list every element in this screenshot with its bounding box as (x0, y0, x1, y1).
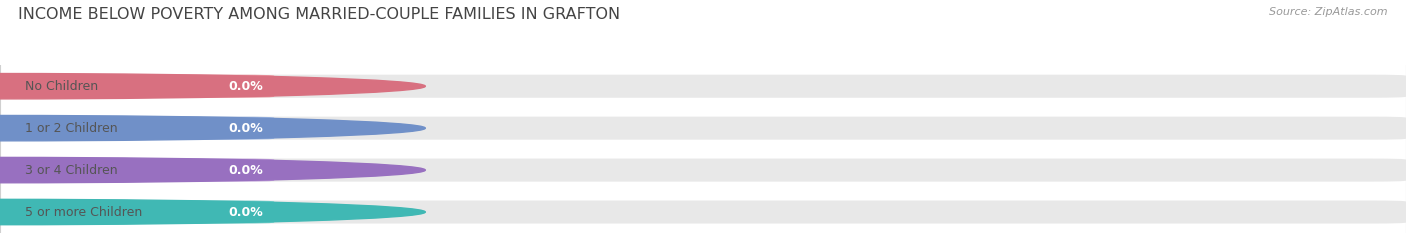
Text: Source: ZipAtlas.com: Source: ZipAtlas.com (1270, 7, 1388, 17)
FancyBboxPatch shape (0, 116, 1406, 140)
Circle shape (0, 199, 426, 225)
Circle shape (0, 74, 426, 99)
FancyBboxPatch shape (0, 116, 274, 140)
Text: No Children: No Children (25, 80, 98, 93)
Text: 0.0%: 0.0% (228, 80, 263, 93)
Text: 0.0%: 0.0% (228, 122, 263, 135)
FancyBboxPatch shape (0, 200, 1406, 224)
Text: 0.0%: 0.0% (228, 164, 263, 177)
FancyBboxPatch shape (0, 75, 1406, 98)
FancyBboxPatch shape (0, 200, 274, 224)
FancyBboxPatch shape (0, 158, 1406, 182)
Text: 0.0%: 0.0% (228, 206, 263, 219)
Text: INCOME BELOW POVERTY AMONG MARRIED-COUPLE FAMILIES IN GRAFTON: INCOME BELOW POVERTY AMONG MARRIED-COUPL… (18, 7, 620, 22)
Text: 3 or 4 Children: 3 or 4 Children (25, 164, 118, 177)
Text: 5 or more Children: 5 or more Children (25, 206, 142, 219)
FancyBboxPatch shape (0, 75, 274, 98)
Circle shape (0, 158, 426, 183)
FancyBboxPatch shape (0, 158, 274, 182)
Text: 1 or 2 Children: 1 or 2 Children (25, 122, 118, 135)
Circle shape (0, 116, 426, 141)
